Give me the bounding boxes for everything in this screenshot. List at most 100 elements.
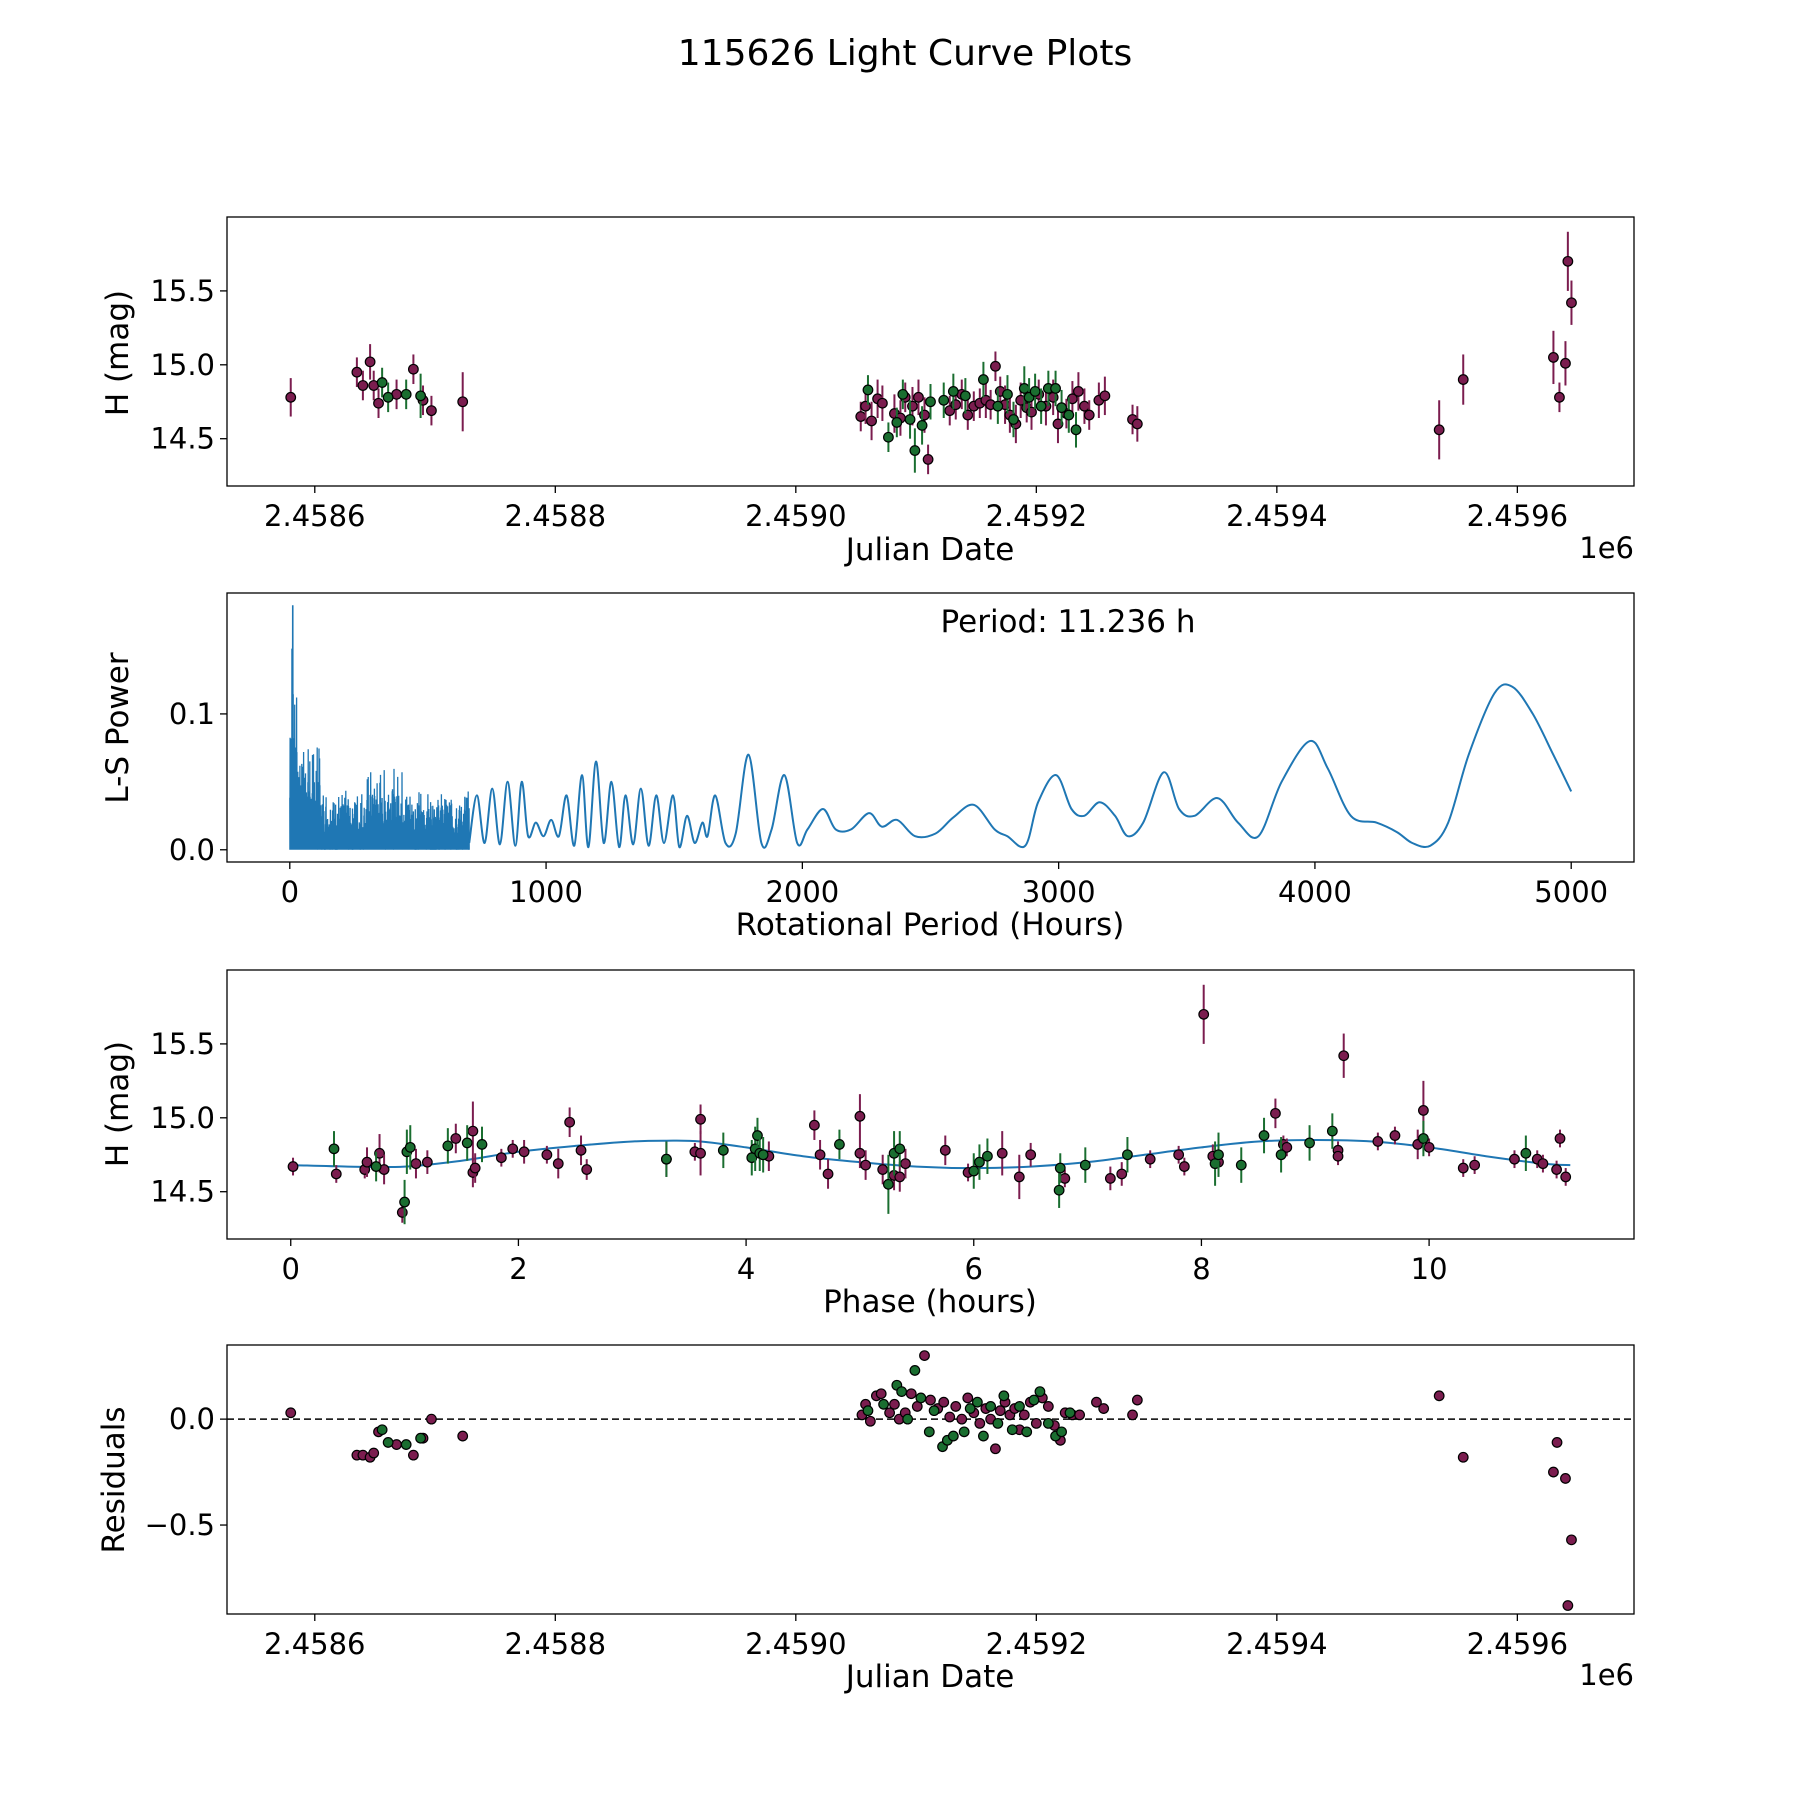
lc-point-green [400,388,412,400]
phase-point-purple [541,1149,553,1161]
phase-xtick-label: 8 [1192,1252,1210,1286]
lc-ylabel: H (mag) [100,290,136,416]
lc-xlabel: Julian Date [844,532,1015,568]
phase-point-purple [1173,1149,1185,1161]
lc-point-green [909,445,921,456]
resid-point-green [878,1398,889,1410]
lc-point-green [978,374,989,385]
resid-point-purple [1433,1390,1445,1402]
lc-point-purple [364,356,376,368]
phase-point-purple [1423,1141,1435,1153]
resid-point-green [415,1432,427,1444]
resid-point-purple [285,1407,297,1419]
lc-point-purple [1067,393,1078,405]
resid-point-purple [875,1388,887,1400]
phase-point-green [442,1140,454,1152]
phase-point-purple [808,1119,820,1131]
resid-ytick-label: 0.0 [169,1402,215,1436]
phase-xtick-label: 10 [1411,1252,1448,1286]
resid-point-green [382,1437,394,1448]
resid-point-purple [1551,1437,1563,1448]
phase-point-purple [894,1171,906,1183]
phase-point-green [882,1178,894,1190]
phase-point-green [1304,1137,1315,1149]
phase-point-purple [361,1156,373,1168]
resid-point-purple [944,1411,956,1423]
phase-point-green [1520,1147,1532,1159]
resid-point-purple [1042,1401,1054,1412]
lc-point-green [1002,388,1013,400]
lc-point-green [1063,409,1075,421]
resid-point-purple [1030,1417,1042,1429]
lc-point-purple [407,363,419,375]
phase-ytick-label: 15.0 [150,1101,215,1135]
resid-point-green [862,1405,874,1417]
phase-point-purple [564,1116,576,1128]
ls-xtick-label: 3000 [1022,875,1096,909]
phase-axes-frame [226,969,1635,1240]
phase-point-purple [1372,1136,1384,1147]
resid-point-green [923,1426,935,1438]
phase-point-purple [822,1168,834,1180]
resid-point-green [1042,1417,1054,1429]
lc-point-purple [351,366,363,378]
ls-ytick-label: 0.1 [169,697,215,731]
resid-point-green [978,1430,989,1442]
phase-ylabel: H (mag) [100,1041,136,1167]
resid-point-green [902,1413,914,1425]
phase-point-green [1258,1130,1270,1141]
lc-point-purple [1433,424,1445,436]
resid-point-purple [905,1388,917,1400]
resid-point-purple [962,1392,974,1404]
phase-point-purple [469,1162,481,1174]
lc-point-green [947,386,959,397]
phase-xtick-label: 0 [282,1252,300,1286]
lc-point-green [1018,383,1030,394]
resid-point-purple [990,1443,1001,1455]
lc-point-purple [426,405,437,417]
resid-point-purple [1548,1466,1559,1478]
phase-point-purple [1338,1050,1350,1062]
resid-point-green [998,1390,1010,1402]
resid-point-green [1064,1407,1076,1419]
phase-point-purple [374,1147,385,1159]
lc-xtick-label: 2.4590 [745,499,846,533]
lc-point-green [916,420,928,431]
lc-point-purple [1562,255,1574,267]
phase-point-purple [518,1146,530,1158]
phase-point-purple [450,1133,462,1144]
phase-point-purple [1144,1153,1156,1165]
lc-point-green [897,388,909,400]
phase-point-purple [421,1156,433,1168]
phase-point-purple [467,1125,479,1137]
lc-point-green [415,390,427,402]
phase-point-purple [996,1147,1008,1159]
lc-point-purple [1457,374,1469,385]
phase-point-purple [1554,1133,1566,1144]
phase-point-green [1275,1149,1287,1161]
resid-xtick-label: 2.4590 [745,1627,846,1661]
phase-xtick-label: 4 [737,1252,755,1286]
resid-xtick-label: 2.4588 [505,1627,606,1661]
phase-point-purple [1104,1173,1116,1184]
lc-point-purple [866,415,877,427]
phase-fit-curve [290,1138,1571,1170]
resid-point-purple [950,1401,962,1412]
lc-point-green [904,414,916,425]
phase-point-purple [507,1143,519,1155]
phase-point-green [894,1143,906,1155]
phase-point-green [717,1144,729,1156]
residuals-panel: 2.4586 2.4588 2.4590 2.4592 2.4594 2.4596 −0.5… [145,1344,1635,1661]
phase-point-purple [1332,1150,1344,1162]
phase-point-green [461,1137,473,1149]
phase-point-green [834,1139,845,1150]
phase-point-green [476,1139,488,1150]
phase-point-purple [1389,1130,1401,1141]
phase-point-purple [1537,1158,1549,1170]
lc-point-green [883,431,894,443]
resid-point-purple [864,1415,876,1427]
resid-point-green [985,1401,997,1412]
lc-point-purple [922,453,934,465]
phase-point-green [757,1149,769,1161]
resid-point-purple [1457,1451,1469,1463]
